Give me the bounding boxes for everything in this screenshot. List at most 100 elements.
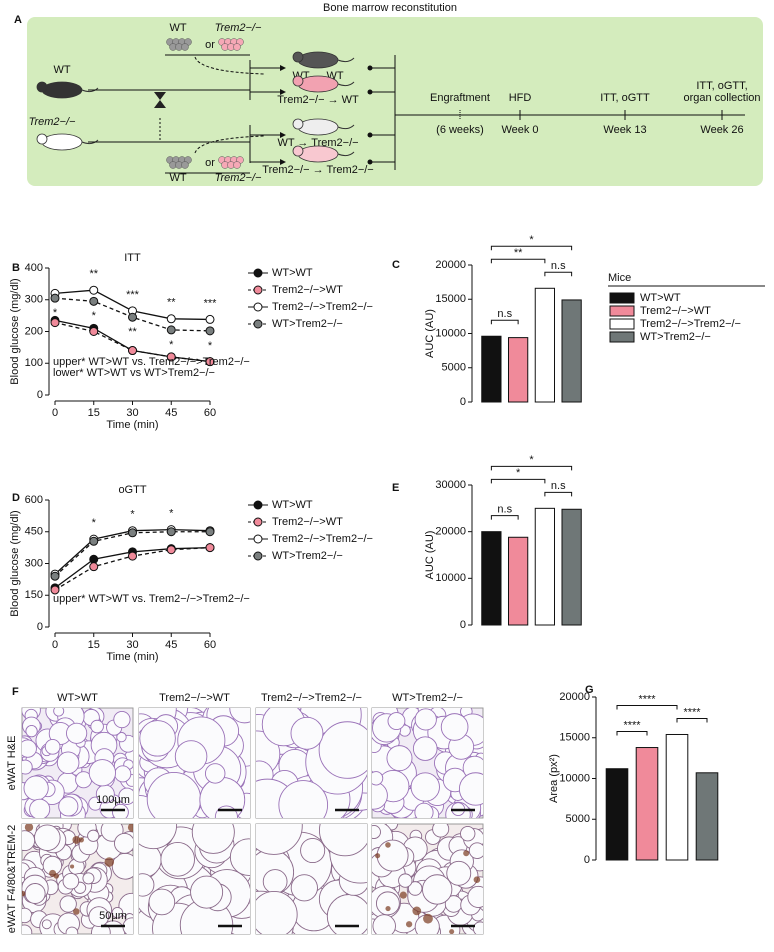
- cells: [256, 824, 367, 934]
- adipocyte: [376, 839, 409, 872]
- adipocyte: [467, 885, 483, 908]
- arrow-head: [280, 65, 286, 71]
- stain: [127, 824, 133, 832]
- legend-swatch: [609, 292, 635, 304]
- y-axis-label: Blood glucose (mg/dl): [9, 510, 21, 616]
- y-tick-label: 0: [460, 619, 466, 631]
- comparison-bracket: [490, 245, 573, 251]
- data-point: [205, 326, 215, 336]
- label: Trem2−/−: [215, 22, 262, 34]
- chart-title: oGTT: [118, 484, 146, 496]
- chimera-mouse: [297, 118, 339, 136]
- y-tick-label: 0: [460, 396, 466, 408]
- adipocyte: [88, 906, 110, 927]
- adipocyte: [62, 872, 80, 890]
- label: HFD: [509, 92, 532, 104]
- significance: *: [92, 310, 97, 322]
- data-point: [50, 585, 60, 595]
- comparison-label: *: [529, 454, 534, 466]
- adipocyte: [174, 740, 208, 773]
- y-tick-label: 0: [584, 854, 590, 866]
- bar: [534, 507, 556, 626]
- ko-mouse: [41, 133, 83, 151]
- label: (6 weeks): [436, 124, 484, 136]
- diagram-title: Bone marrow reconstitution: [323, 2, 457, 14]
- y-tick-label: 200: [25, 325, 43, 337]
- column-label: Trem2−/−>WT: [159, 692, 230, 704]
- stain: [375, 853, 381, 859]
- legend-marker: [253, 285, 263, 295]
- adipocyte: [422, 874, 453, 905]
- data-point: [89, 536, 99, 546]
- y-axis-label: Blood glucose (mg/dl): [9, 278, 21, 384]
- cells: [22, 824, 133, 934]
- panel-label: F: [12, 686, 19, 698]
- data-point: [205, 543, 215, 553]
- data-point: [89, 554, 99, 564]
- panel-label: D: [12, 492, 20, 504]
- significance: *: [53, 307, 58, 319]
- label: WT: [53, 64, 70, 76]
- adipocyte: [256, 824, 303, 855]
- adipocyte: [318, 721, 367, 779]
- data-point: [205, 357, 215, 367]
- adipocyte: [468, 842, 483, 859]
- data-point: [128, 346, 137, 356]
- adipocyte: [229, 708, 250, 724]
- adipocyte: [41, 919, 52, 930]
- legend-label: WT>WT: [640, 292, 681, 304]
- adipocyte: [372, 771, 384, 786]
- column-label: WT>Trem2−/−: [392, 692, 463, 704]
- label: Trem2−/−: [29, 116, 76, 128]
- adipocyte: [53, 708, 65, 717]
- y-tick-label: 20000: [435, 526, 466, 538]
- adipocyte: [160, 842, 195, 877]
- label: ITT, oGTT: [600, 92, 650, 104]
- y-tick-label: 10000: [559, 772, 590, 784]
- data-point: [205, 527, 215, 537]
- adipocyte: [56, 751, 80, 775]
- significance: ***: [126, 289, 140, 301]
- x-tick-label: 30: [126, 639, 138, 651]
- adipocyte: [290, 716, 324, 750]
- stain: [423, 913, 433, 924]
- significance: ***: [204, 297, 218, 309]
- scale-label: 50μm: [99, 910, 127, 922]
- data-point: [166, 545, 176, 555]
- adipocyte: [118, 787, 133, 805]
- adipocyte: [204, 763, 226, 784]
- adipocyte: [82, 872, 95, 885]
- adipocyte: [88, 759, 116, 787]
- stain: [104, 857, 115, 867]
- panel-label: C: [392, 259, 400, 271]
- chimera-mouse: [297, 51, 339, 69]
- adipocyte: [440, 713, 469, 741]
- chimera-mouse: [297, 75, 339, 93]
- wt-mouse-tail: [81, 87, 99, 93]
- adipocyte: [58, 796, 79, 817]
- data-point: [205, 314, 215, 324]
- y-tick-label: 0: [37, 389, 43, 401]
- adipocyte: [65, 926, 79, 934]
- stain: [405, 921, 413, 928]
- label: Trem2−/−: [215, 172, 262, 184]
- x-tick-label: 30: [126, 407, 138, 419]
- panel-label: A: [14, 14, 22, 26]
- cells: [139, 824, 250, 934]
- legend-label: WT>Trem2−/−: [272, 318, 343, 330]
- chimera-mouse: [297, 145, 339, 163]
- data-point: [89, 562, 99, 572]
- adipocyte: [87, 829, 100, 842]
- legend-label: Trem2−/−>Trem2−/−: [272, 533, 373, 545]
- legend-label: Trem2−/−>WT: [640, 305, 711, 317]
- y-tick-label: 10000: [435, 572, 466, 584]
- adipocyte: [407, 881, 423, 896]
- series-line: [54, 321, 211, 363]
- stain: [399, 891, 407, 899]
- adipocyte: [410, 772, 440, 802]
- comparison-label: n.s: [497, 308, 512, 320]
- data-point: [89, 285, 99, 295]
- label: or: [205, 157, 215, 169]
- x-tick-label: 45: [165, 639, 177, 651]
- adipocyte: [148, 888, 176, 916]
